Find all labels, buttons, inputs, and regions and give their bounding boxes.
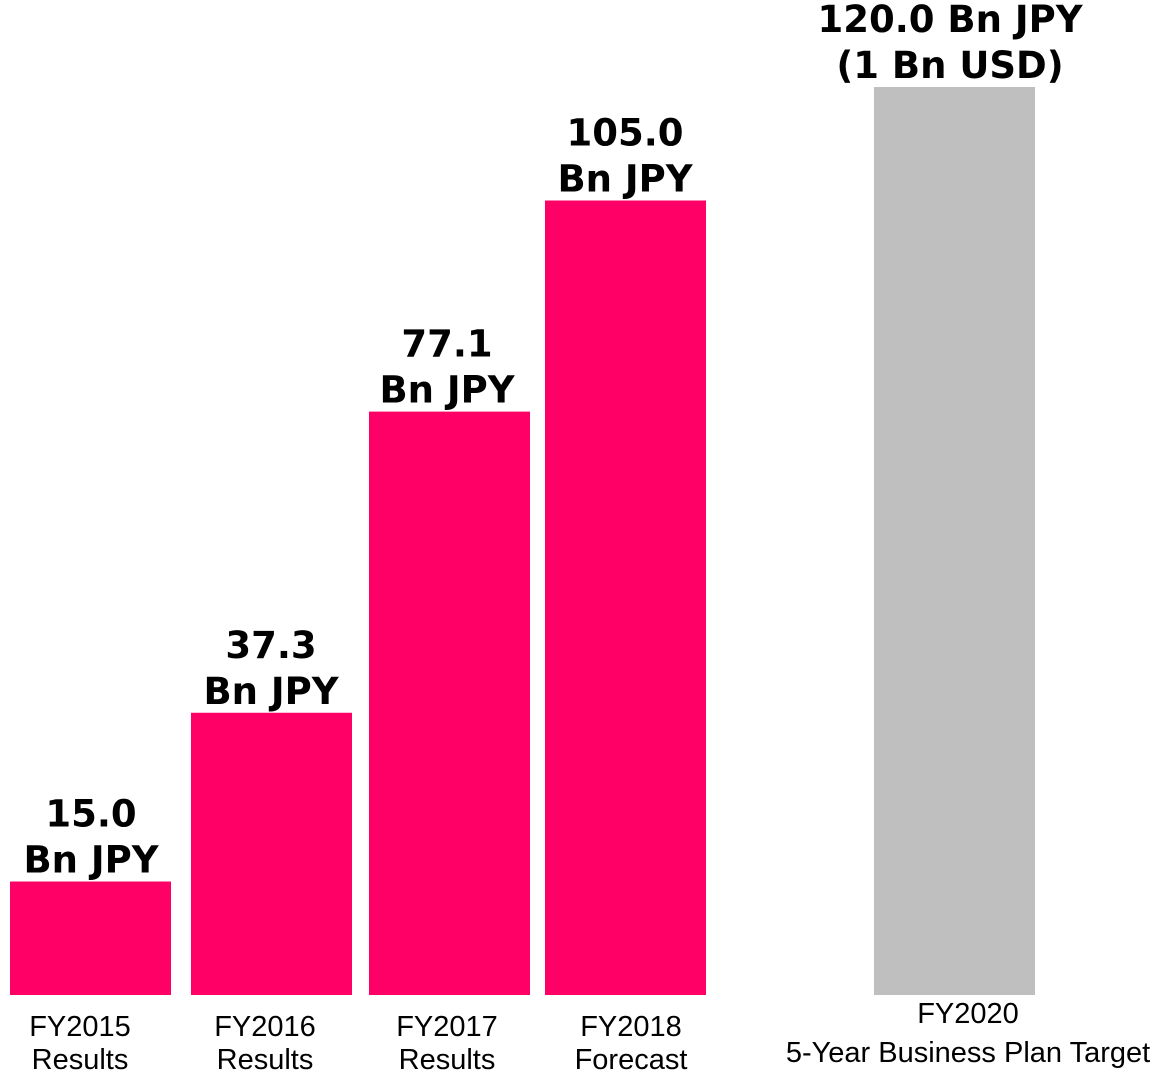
bar-2 bbox=[191, 712, 352, 995]
bar-5-value-label-line-1: 120.0 Bn JPY bbox=[817, 0, 1083, 41]
bar-4-category-label-line-1: FY2018 bbox=[580, 1011, 682, 1043]
bar-4-category-label-line-2: Forecast bbox=[575, 1044, 688, 1076]
bar-5-category-label-line-2: 5-Year Business Plan Target bbox=[786, 1037, 1150, 1069]
bar-3-category-label-line-1: FY2017 bbox=[396, 1011, 498, 1043]
bar-1-category-label-line-2: Results bbox=[32, 1044, 129, 1076]
bar-5 bbox=[874, 87, 1035, 995]
bar-1-value-label-line-1: 15.0 bbox=[45, 793, 136, 836]
bar-4-value-label-line-2: Bn JPY bbox=[557, 158, 693, 201]
bar-3-category-label-line-2: Results bbox=[399, 1044, 496, 1076]
bar-1-category-label-line-1: FY2015 bbox=[29, 1011, 131, 1043]
bars-layer bbox=[10, 87, 1035, 995]
bar-1-value-label-line-2: Bn JPY bbox=[23, 839, 159, 882]
bar-3-value-label-line-1: 77.1 bbox=[401, 323, 492, 366]
bar-2-category-label-line-1: FY2016 bbox=[214, 1011, 316, 1043]
bar-2-category-label-line-2: Results bbox=[217, 1044, 314, 1076]
bar-2-value-label-line-1: 37.3 bbox=[225, 624, 316, 667]
bar-3-value-label-line-2: Bn JPY bbox=[379, 369, 515, 412]
bar-5-value-label-line-2: (1 Bn USD) bbox=[836, 44, 1063, 87]
bar-4 bbox=[545, 200, 706, 995]
bar-4-value-label-line-1: 105.0 bbox=[566, 112, 683, 155]
bar-1 bbox=[10, 881, 171, 995]
bar-3 bbox=[369, 411, 530, 995]
category-labels-layer: FY2015ResultsFY2016ResultsFY2017ResultsF… bbox=[29, 998, 1150, 1076]
bar-2-value-label-line-2: Bn JPY bbox=[203, 670, 339, 713]
bar-5-category-label-line-1: FY2020 bbox=[917, 998, 1019, 1030]
